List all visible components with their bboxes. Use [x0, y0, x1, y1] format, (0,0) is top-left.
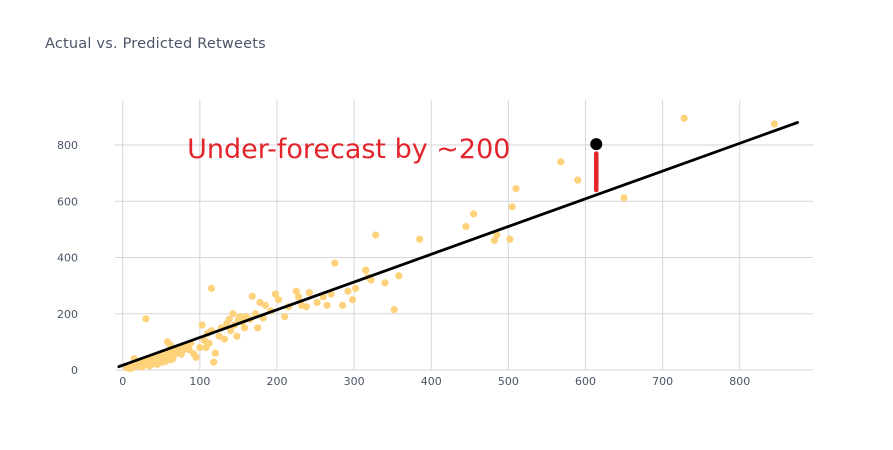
scatter-point	[292, 287, 300, 295]
scatter-point	[271, 290, 280, 298]
scatter-point	[620, 194, 628, 202]
scatter-point	[331, 259, 339, 267]
scatter-point	[574, 176, 582, 184]
x-tick-label: 600	[575, 375, 596, 388]
scatter-point	[381, 279, 389, 287]
scatter-point	[153, 360, 162, 368]
scatter-point	[274, 296, 283, 304]
scatter-point	[416, 235, 424, 243]
x-tick-label: 0	[119, 375, 126, 388]
highlight-point	[590, 138, 603, 151]
scatter-point	[254, 324, 262, 332]
scatter-point	[256, 298, 264, 307]
x-tick-label: 100	[189, 375, 210, 388]
x-tick-label: 300	[344, 375, 365, 388]
scatter-point	[215, 332, 223, 340]
scatter-point	[367, 276, 375, 284]
scatter-point	[470, 210, 478, 218]
scatter-point	[395, 272, 403, 280]
tick-labels: 0 100 200 300 400 500 600 700 800 0 200 400 600 800	[57, 139, 750, 388]
scatter-point	[462, 222, 470, 231]
scatter-point	[313, 298, 321, 307]
scatter-point	[281, 312, 289, 321]
scatter-point	[302, 303, 310, 311]
scatter-point	[196, 343, 204, 352]
scatter-point	[512, 184, 520, 193]
annotation-text: Under-forecast by ~200	[187, 134, 510, 165]
scatter-point	[348, 296, 357, 304]
scatter-point	[352, 284, 360, 293]
x-tick-label: 800	[729, 375, 750, 388]
scatter-point	[490, 237, 499, 245]
scatter-point	[493, 231, 501, 239]
scatter-point	[233, 332, 241, 340]
scatter-point	[205, 339, 213, 347]
scatter-point	[220, 335, 229, 343]
scatter-point	[372, 231, 380, 239]
scatter-point	[506, 235, 514, 243]
scatter-point	[161, 357, 169, 366]
scatter-point	[680, 114, 688, 122]
scatter-point	[390, 305, 398, 314]
data-points	[122, 114, 779, 373]
scatter-point	[192, 353, 200, 361]
scatter-point	[338, 301, 347, 309]
scatter-point	[229, 310, 237, 318]
scatter-point	[323, 301, 331, 309]
scatter-point	[138, 363, 146, 371]
scatter-point	[169, 355, 177, 363]
scatter-point	[770, 120, 779, 128]
scatter-point	[142, 315, 150, 323]
scatter-point	[225, 315, 233, 323]
x-tick-label: 500	[498, 375, 519, 388]
scatter-point	[210, 358, 218, 366]
scatter-point	[240, 324, 249, 332]
scatter-point	[236, 312, 244, 321]
y-tick-label: 400	[57, 252, 78, 265]
scatter-point	[362, 266, 370, 274]
y-tick-label: 200	[57, 308, 78, 321]
scatter-point	[294, 293, 303, 301]
scatter-point	[227, 327, 235, 335]
x-tick-label: 400	[421, 375, 442, 388]
scatter-point	[557, 158, 565, 166]
scatter-point	[146, 362, 154, 370]
fit-line-group	[117, 121, 799, 369]
chart-title: Actual vs. Predicted Retweets	[45, 36, 266, 52]
scatter-point	[305, 289, 313, 297]
scatter-point	[198, 321, 206, 329]
x-tick-label: 200	[266, 375, 287, 388]
scatter-point	[211, 349, 219, 357]
fit-line	[117, 121, 799, 369]
scatter-point	[344, 287, 352, 295]
scatter-point	[508, 203, 516, 211]
y-tick-label: 800	[57, 139, 78, 152]
annotation-group: Under-forecast by ~200	[187, 134, 603, 193]
grid	[115, 100, 813, 371]
y-tick-label: 600	[57, 195, 78, 208]
y-tick-label: 0	[71, 364, 78, 377]
scatter-point	[248, 292, 256, 300]
scatter-point	[261, 301, 269, 309]
x-tick-label: 700	[652, 375, 673, 388]
scatter-point	[207, 284, 216, 293]
